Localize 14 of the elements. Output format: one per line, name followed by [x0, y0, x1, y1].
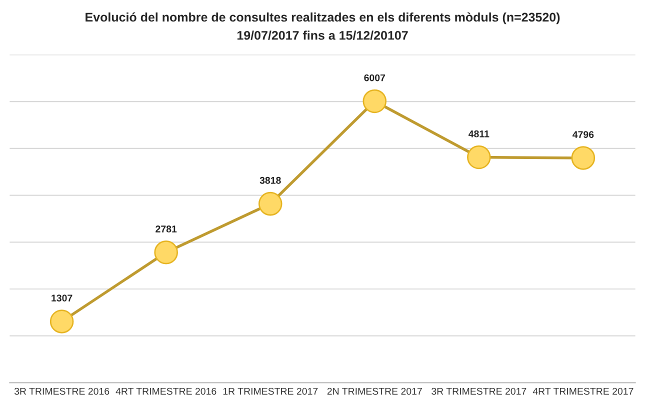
data-label: 6007	[364, 74, 386, 82]
data-label: 4796	[572, 131, 594, 138]
chart-subtitle: 19/07/2017 fins a 15/12/20107	[237, 30, 408, 40]
x-tick-label: 4RT TRIMESTRE 2017	[532, 388, 634, 395]
x-tick-label: 4RT TRIMESTRE 2016	[116, 388, 216, 395]
data-label: 1307	[52, 294, 72, 302]
x-tick-label: 1R TRIMESTRE 2017	[223, 388, 318, 395]
data-label: 3818	[260, 176, 281, 184]
x-tick-label: 3R TRIMESTRE 2017	[432, 388, 526, 395]
chart-title: Evolució del nombre de consultes realitzades en els diferents mòduls (n=23520)	[86, 12, 560, 24]
data-label: 2781	[156, 226, 177, 232]
x-tick-label: 2N TRIMESTRE 2017	[327, 388, 422, 395]
data-label: 4811	[468, 130, 490, 138]
x-tick-label: 3R TRIMESTRE 2016	[14, 388, 110, 395]
